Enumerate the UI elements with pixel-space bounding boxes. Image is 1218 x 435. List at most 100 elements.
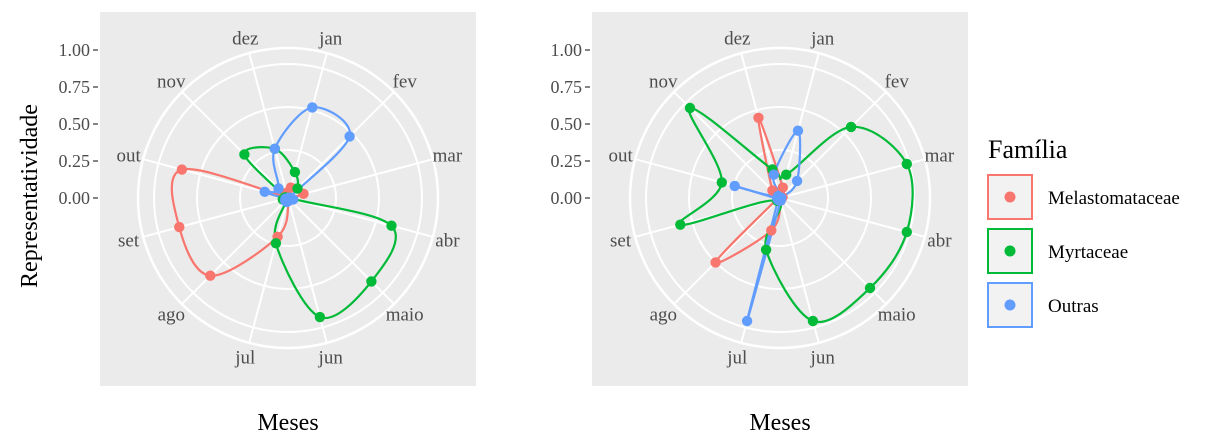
grid-circle xyxy=(628,46,932,350)
month-label-ago: ago xyxy=(158,305,185,326)
month-label-mar: mar xyxy=(925,145,955,166)
legend-label-outras: Outras xyxy=(1048,296,1099,317)
legend: Família Melastomataceae Myrtaceae Outras xyxy=(987,135,1180,328)
series-points xyxy=(675,102,912,327)
series-points xyxy=(174,102,397,323)
y-tick-label: 0.00 xyxy=(59,188,91,208)
month-label-ago: ago xyxy=(650,305,677,326)
grid-spoke xyxy=(287,158,434,199)
grid-spoke xyxy=(181,91,289,199)
data-point-melastomataceae-jul xyxy=(766,225,777,236)
y-axis-ticks: 0.00 0.25 0.50 0.75 1.00 xyxy=(551,40,590,208)
data-point-myrtaceae-nov xyxy=(239,149,250,160)
y-tick-label: 0.25 xyxy=(551,151,583,171)
grid-spoke xyxy=(248,52,289,199)
y-tick-label: 0.00 xyxy=(551,188,583,208)
y-tick-label: 1.00 xyxy=(551,40,583,60)
data-point-outras-set xyxy=(280,193,291,204)
chart-panel-left: 0.00 0.25 0.50 0.75 1.00 jan fev mar abr maio jun… xyxy=(59,12,476,435)
month-label-mar: mar xyxy=(433,145,463,166)
month-labels: jan fev mar abr maio jun jul ago set out nov dez xyxy=(608,29,954,369)
data-point-myrtaceae-nov xyxy=(684,102,696,114)
data-point-myrtaceae-fev xyxy=(292,183,303,194)
month-label-nov: nov xyxy=(649,71,678,92)
data-point-outras-fev xyxy=(791,175,803,187)
y-tick-label: 0.75 xyxy=(59,77,91,97)
month-label-abr: abr xyxy=(435,231,460,252)
x-axis-title-right: Meses xyxy=(749,410,810,435)
legend-label-myrtaceae: Myrtaceae xyxy=(1048,242,1128,263)
y-tick-label: 0.50 xyxy=(59,114,91,134)
grid-circle xyxy=(688,106,872,290)
data-point-outras-nov xyxy=(273,183,284,194)
grid-circle xyxy=(136,46,440,350)
month-label-jan: jan xyxy=(810,29,835,50)
month-label-dez: dez xyxy=(724,29,750,50)
month-label-out: out xyxy=(608,145,633,166)
data-point-myrtaceae-set xyxy=(675,219,686,230)
month-label-set: set xyxy=(610,231,632,252)
grid-spoke xyxy=(181,197,289,305)
grid-circle xyxy=(196,106,380,290)
data-point-myrtaceae-fev xyxy=(845,121,857,133)
data-point-myrtaceae-maio xyxy=(366,276,377,287)
data-point-myrtaceae-jun xyxy=(807,315,819,327)
grid-spoke xyxy=(142,197,289,238)
grid-spoke xyxy=(287,197,434,238)
data-point-myrtaceae-jan xyxy=(289,166,301,178)
data-point-melastomataceae-ago xyxy=(710,257,721,268)
month-label-set: set xyxy=(118,231,140,252)
data-point-myrtaceae-jul xyxy=(270,238,282,249)
month-label-dez: dez xyxy=(232,29,258,50)
month-label-maio: maio xyxy=(386,305,424,326)
data-point-melastomataceae-set xyxy=(174,221,185,233)
grid-spoke xyxy=(287,197,395,305)
data-point-outras-jul xyxy=(741,315,753,327)
month-label-maio: maio xyxy=(878,305,916,326)
grid-circle xyxy=(645,63,915,333)
legend-dot-melastomataceae xyxy=(1004,191,1016,203)
data-point-melastomataceae-jan xyxy=(777,182,788,193)
data-point-myrtaceae-out xyxy=(716,177,727,188)
grid-spoke xyxy=(779,197,926,238)
data-point-myrtaceae-maio xyxy=(864,282,876,294)
data-point-myrtaceae-jul xyxy=(760,244,772,255)
legend-dot-outras xyxy=(1004,299,1016,311)
month-label-fev: fev xyxy=(885,71,910,92)
data-point-myrtaceae-jun xyxy=(314,311,326,323)
month-labels: jan fev mar abr maio jun jul ago set out nov dez xyxy=(116,29,462,369)
data-point-outras-jan xyxy=(307,102,318,113)
grid-spoke xyxy=(779,158,926,199)
legend-key-outras xyxy=(987,282,1033,328)
month-label-jun: jun xyxy=(810,347,836,368)
grid-circle xyxy=(153,63,423,333)
grid-circle xyxy=(731,149,829,247)
data-point-outras-fev xyxy=(344,131,355,142)
y-tick-label: 1.00 xyxy=(59,40,91,60)
month-label-jun: jun xyxy=(318,347,344,368)
month-label-fev: fev xyxy=(393,71,418,92)
data-point-melastomataceae-out xyxy=(176,164,188,175)
month-label-out: out xyxy=(116,145,141,166)
chart-panel-right: 0.00 0.25 0.50 0.75 1.00 jan fev mar abr maio jun… xyxy=(551,12,968,435)
data-point-outras-dez xyxy=(269,143,280,154)
data-point-myrtaceae-mar xyxy=(901,158,912,170)
y-tick-label: 0.50 xyxy=(551,114,583,134)
data-point-myrtaceae-abr xyxy=(901,226,912,238)
legend-dot-myrtaceae xyxy=(1004,245,1016,257)
data-point-outras-jan xyxy=(792,125,804,136)
month-label-nov: nov xyxy=(157,71,186,92)
month-label-jan: jan xyxy=(318,29,343,50)
grid-circle xyxy=(239,149,337,247)
month-label-jul: jul xyxy=(726,347,747,368)
data-point-myrtaceae-jan xyxy=(781,169,792,180)
data-point-outras-dez xyxy=(768,169,779,180)
grid-spoke xyxy=(248,197,289,344)
legend-title: Família xyxy=(988,135,1068,164)
data-point-melastomataceae-dez xyxy=(753,112,764,124)
grid-spoke xyxy=(673,197,781,305)
y-axis-title: Representatividade xyxy=(17,104,43,288)
y-axis-ticks: 0.00 0.25 0.50 0.75 1.00 xyxy=(59,40,98,208)
data-point-outras-nov xyxy=(772,190,784,202)
